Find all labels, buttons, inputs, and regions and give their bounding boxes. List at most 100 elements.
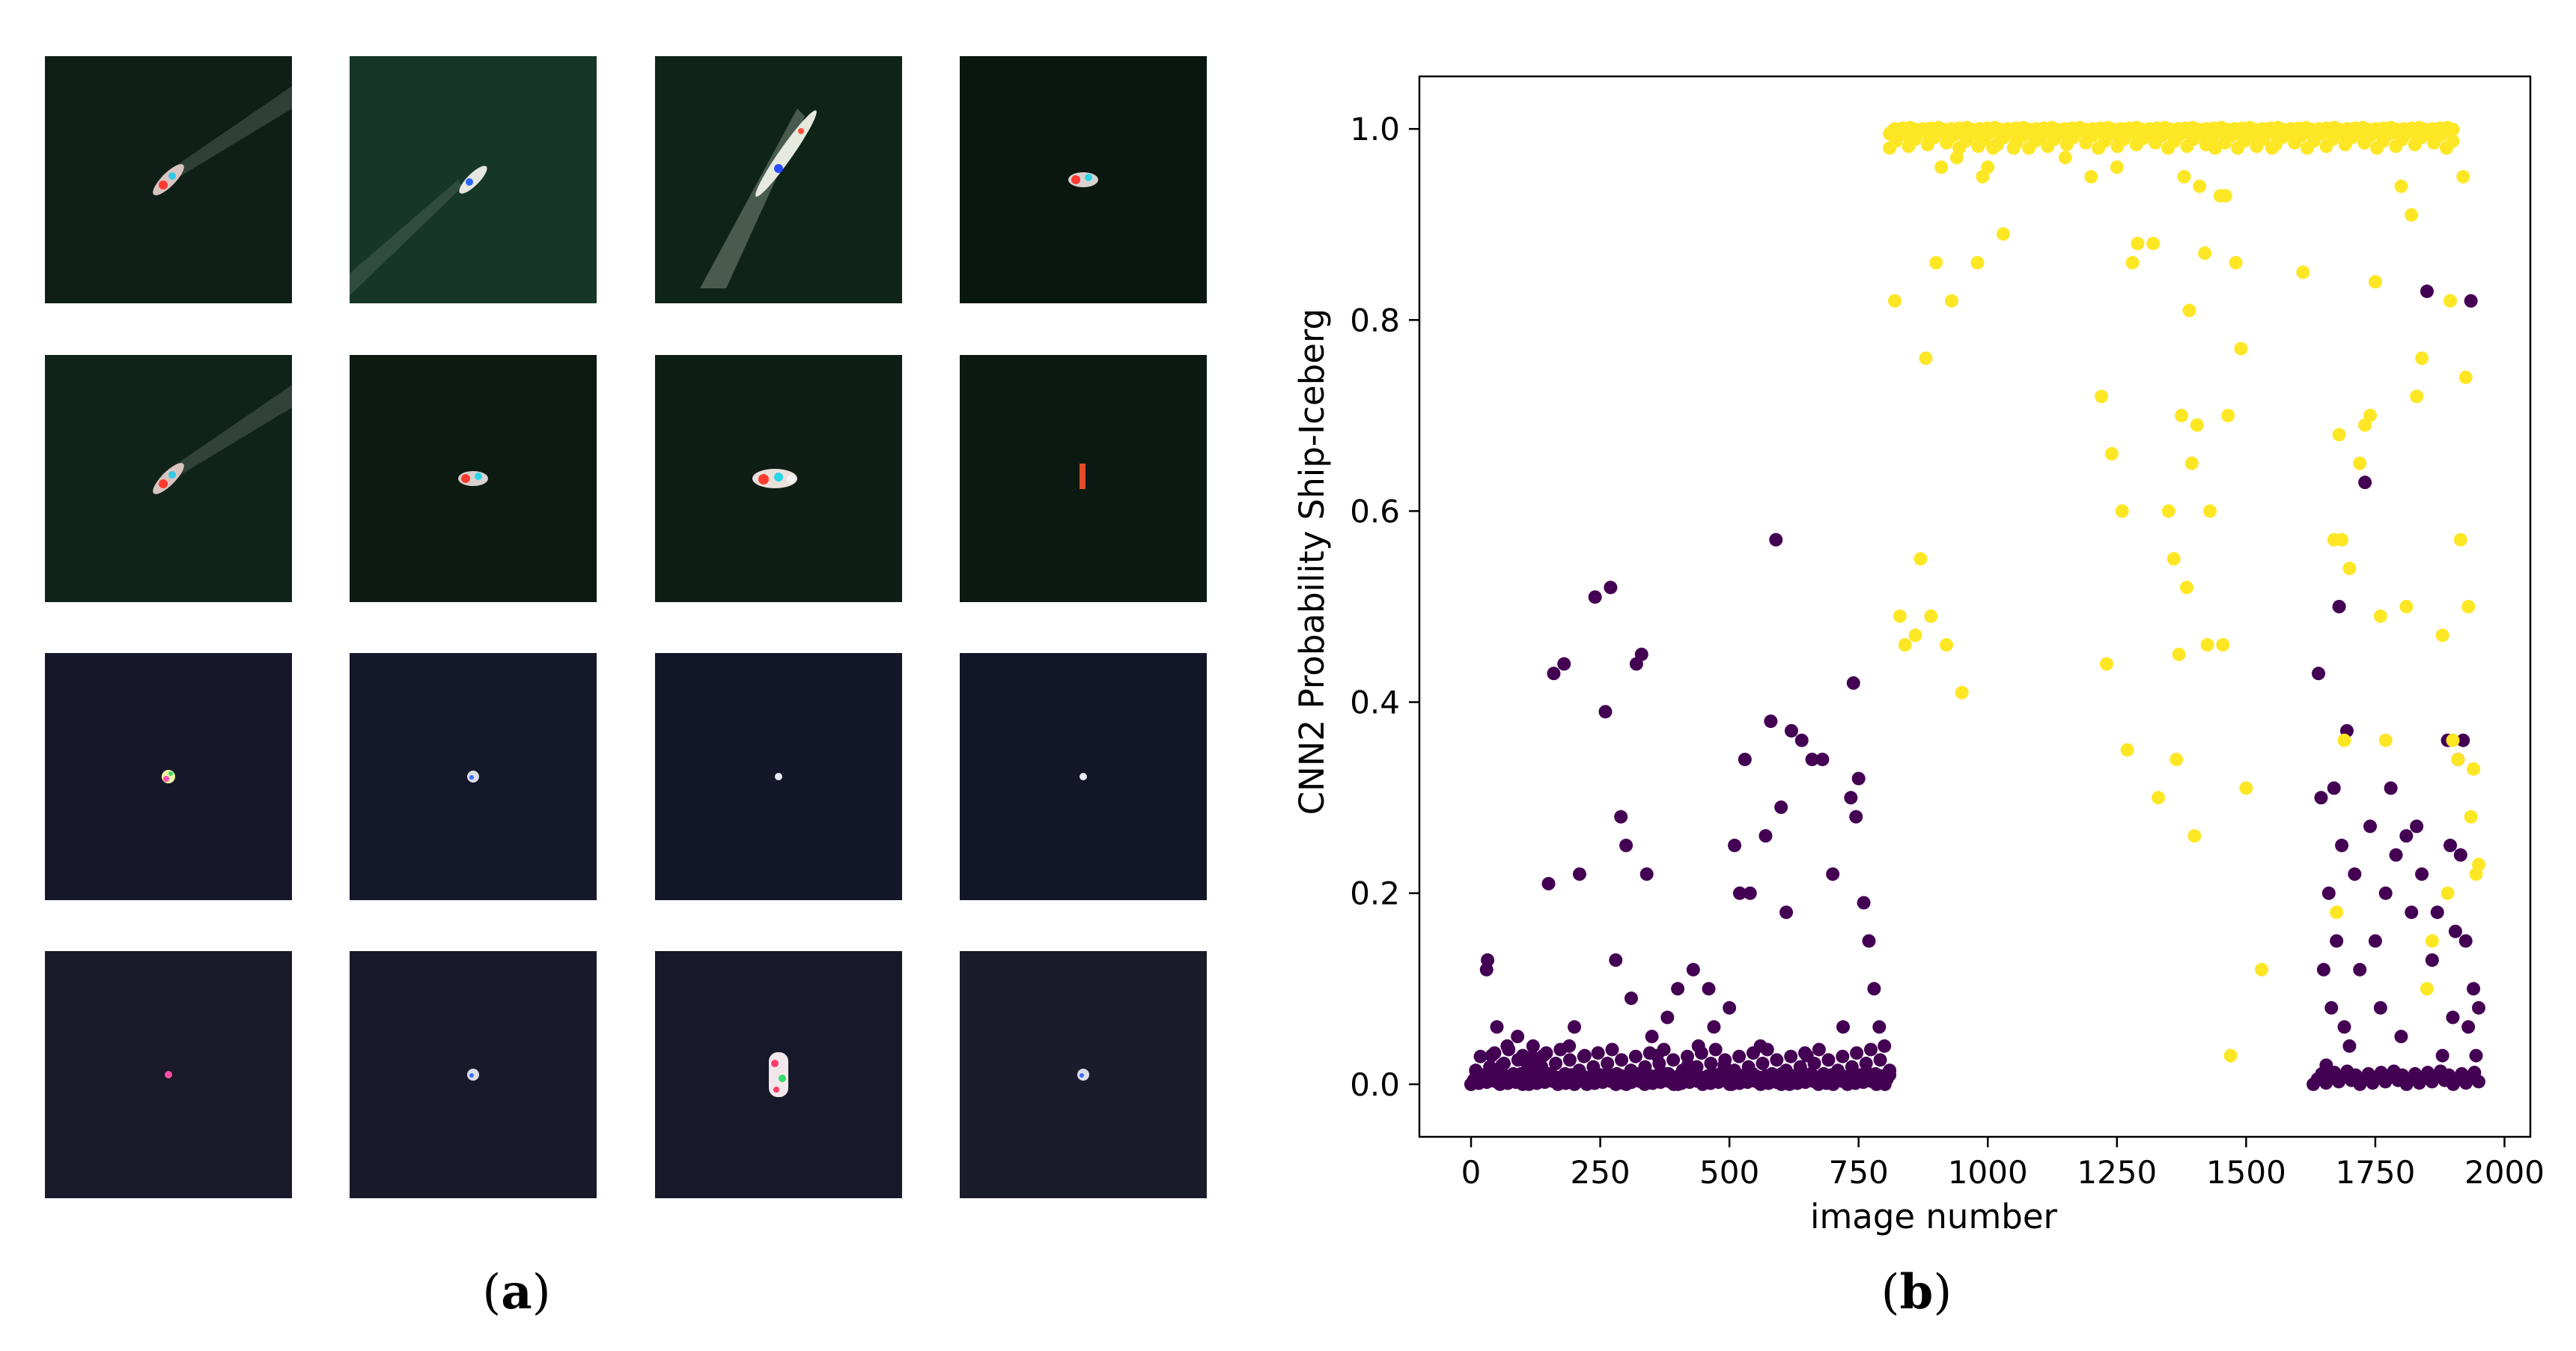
data-point-iceberg [2224, 129, 2238, 143]
data-point-iceberg [2332, 428, 2346, 442]
data-point-ship [1737, 1074, 1751, 1088]
data-point-iceberg [2453, 532, 2467, 547]
data-point-iceberg [1940, 638, 1954, 652]
data-point-iceberg [2296, 265, 2310, 279]
data-point-ship [1609, 953, 1623, 967]
data-point-ship [2425, 953, 2439, 967]
data-point-ship [1699, 1070, 1714, 1084]
data-point-iceberg [2420, 982, 2434, 996]
data-point-ship [1769, 532, 1783, 547]
data-point-ship [1633, 1074, 1648, 1088]
data-point-ship [1765, 1066, 1779, 1081]
data-point-ship [1691, 1039, 1705, 1053]
data-point-iceberg [2332, 125, 2346, 139]
data-point-iceberg [2234, 341, 2248, 356]
thumbnail-image [45, 653, 292, 900]
data-point-ship [1756, 1057, 1770, 1071]
data-point-ship [1615, 1053, 1629, 1067]
data-point-iceberg [2420, 124, 2435, 138]
data-point-ship [2399, 829, 2414, 843]
data-point-ship [2384, 781, 2398, 795]
thumbnail-image [45, 951, 292, 1198]
data-point-ship [1743, 886, 1757, 900]
data-point-ship [1577, 1048, 1592, 1063]
data-point-ship [1685, 1074, 1699, 1088]
data-point-iceberg [1924, 609, 1938, 623]
data-point-ship [1544, 1070, 1558, 1084]
data-point-iceberg [2104, 127, 2118, 142]
data-point-ship [1859, 1057, 1873, 1071]
data-point-iceberg [2353, 456, 2367, 470]
data-point-ship [1624, 1063, 1638, 1078]
data-point-iceberg [2312, 127, 2327, 142]
thumbnail-image [655, 653, 902, 900]
data-point-iceberg [2169, 753, 2184, 767]
panel-label-b: (b) [1881, 1264, 1952, 1320]
data-point-ship [2348, 867, 2362, 881]
thumbnail-image [960, 653, 1207, 900]
data-point-ship [1844, 791, 1858, 805]
data-point-ship [1779, 905, 1794, 920]
data-point-iceberg [2425, 934, 2439, 948]
data-point-ship [2319, 1058, 2333, 1072]
data-point-ship [2405, 905, 2419, 920]
data-point-iceberg [2006, 141, 2021, 155]
data-point-ship [1708, 1042, 1723, 1057]
data-point-ship [1723, 1077, 1737, 1091]
data-point-iceberg [2218, 189, 2232, 203]
data-point-iceberg [2239, 781, 2253, 795]
data-point-ship [2358, 476, 2372, 490]
data-point-iceberg [2262, 125, 2277, 139]
thumbnail-image [655, 56, 902, 303]
data-point-ship [1774, 800, 1788, 814]
data-point-ship [1717, 1058, 1732, 1072]
data-point-iceberg [1934, 160, 1949, 174]
thumbnail-image [45, 56, 292, 303]
thumbnail-image [350, 355, 597, 602]
data-point-ship [1586, 1060, 1601, 1074]
data-point-ship [2314, 791, 2328, 805]
data-point-ship [1536, 1048, 1550, 1063]
data-point-ship [1666, 1053, 1681, 1067]
data-point-ship [1485, 1048, 1499, 1063]
data-point-ship [1849, 810, 1863, 824]
data-point-ship [1572, 1063, 1586, 1078]
data-point-ship [1638, 1060, 1652, 1074]
data-point-iceberg [2446, 134, 2460, 148]
data-point-ship [1500, 1039, 1514, 1053]
data-point-ship [2448, 924, 2462, 938]
data-point-ship [1836, 1020, 1850, 1034]
data-point-ship [1728, 838, 1742, 852]
data-point-ship [1862, 934, 1876, 948]
data-point-iceberg [1996, 227, 2010, 241]
data-point-iceberg [2382, 127, 2396, 142]
data-point-ship [1732, 1049, 1747, 1063]
thumbnail-image [350, 653, 597, 900]
data-point-ship [1595, 1070, 1610, 1084]
thumbnail-image [655, 951, 902, 1198]
data-point-ship [2363, 819, 2378, 834]
data-point-iceberg [1929, 255, 1943, 270]
data-point-ship [1588, 590, 1602, 604]
data-point-ship [1568, 1077, 1582, 1091]
data-point-ship [1741, 1060, 1756, 1074]
data-point-iceberg [2203, 504, 2217, 518]
data-point-ship [2324, 1001, 2339, 1015]
data-point-ship [2332, 600, 2346, 613]
data-point-ship [1800, 1048, 1814, 1063]
data-point-ship [1815, 753, 1830, 767]
x-axis-label: image number [1810, 1197, 2058, 1236]
data-point-ship [1549, 1057, 1563, 1071]
data-point-iceberg [2182, 303, 2196, 318]
data-point-iceberg [2337, 733, 2351, 747]
data-point-ship [1779, 1063, 1793, 1078]
data-point-iceberg [2152, 791, 2166, 805]
data-point-ship [1826, 1077, 1840, 1091]
data-point-iceberg [1908, 628, 1922, 643]
data-point-iceberg [2198, 246, 2212, 260]
x-tick-label: 250 [1570, 1154, 1630, 1191]
data-point-iceberg [2100, 657, 2114, 671]
data-point-ship [2415, 867, 2429, 881]
data-point-ship [2389, 848, 2403, 862]
data-point-ship [1614, 810, 1628, 824]
